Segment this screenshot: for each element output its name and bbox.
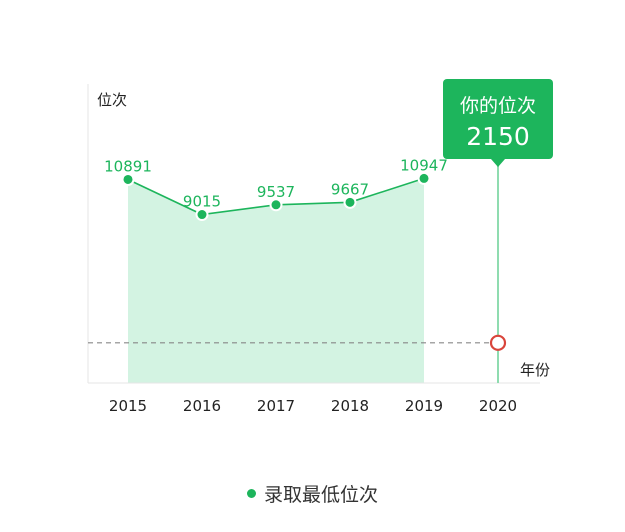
data-point-2016 <box>195 208 209 222</box>
x-tick-label-2017: 2017 <box>257 397 295 415</box>
x-tick-label-2019: 2019 <box>405 397 443 415</box>
legend-label: 录取最低位次 <box>263 484 378 506</box>
data-label-2017: 9537 <box>257 183 295 201</box>
callout-value: 2150 <box>466 122 530 151</box>
legend-marker <box>246 489 256 498</box>
y-axis-label: 位次 <box>97 91 127 109</box>
callout-pointer <box>491 159 505 167</box>
data-point-2018 <box>343 195 357 209</box>
callout-box <box>443 79 553 159</box>
rank-chart: 位次 年份 2015 2016 2017 2018 2019 2020 10891 9015… <box>87 79 553 415</box>
x-tick-label-2020: 2020 <box>479 397 517 415</box>
data-label-2015: 10891 <box>104 157 152 175</box>
callout-title: 你的位次 <box>460 95 536 117</box>
series-line-layer: 10891 9015 9537 9667 10947 <box>104 156 448 222</box>
legend: 录取最低位次 <box>0 480 625 507</box>
data-label-2016: 9015 <box>183 193 221 211</box>
area-layer <box>128 178 424 383</box>
your-rank-callout: 你的位次 2150 <box>443 79 553 167</box>
x-tick-label-2018: 2018 <box>331 397 369 415</box>
data-label-2018: 9667 <box>331 180 369 198</box>
data-point-2015 <box>121 172 135 186</box>
x-tick-labels: 2015 2016 2017 2018 2019 2020 <box>109 397 517 415</box>
data-point-2017 <box>269 198 283 212</box>
x-tick-label-2015: 2015 <box>109 397 147 415</box>
series-area-fill <box>128 178 424 383</box>
data-point-2019 <box>417 171 431 185</box>
x-tick-label-2016: 2016 <box>183 397 221 415</box>
your-rank-marker <box>489 334 507 351</box>
data-label-2019: 10947 <box>400 156 448 174</box>
your-rank-reference <box>88 158 507 383</box>
x-axis-label: 年份 <box>520 361 550 379</box>
